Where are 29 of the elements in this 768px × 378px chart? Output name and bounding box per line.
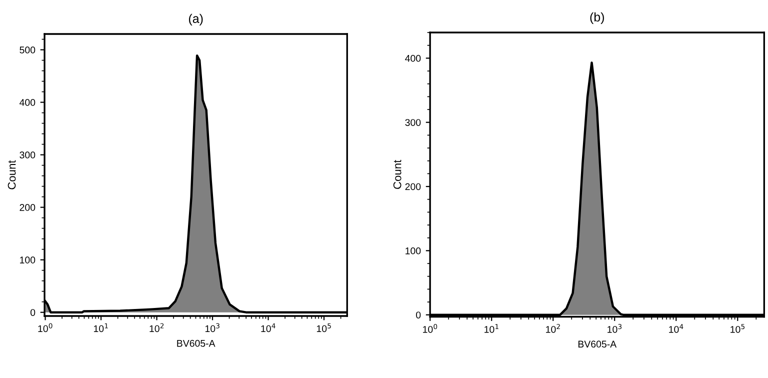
y-axis-title: Count <box>8 160 16 190</box>
x-tick-label: 10$^{4}$ <box>261 323 276 332</box>
x-tick-label: 10$^{5}$ <box>316 323 331 332</box>
chart-title: (a) <box>188 14 203 26</box>
chart-title: (b) <box>590 12 604 24</box>
x-axis-title: BV605-A <box>578 340 617 348</box>
x-tick-label: 10$^{3}$ <box>205 323 220 332</box>
x-tick-label: 10$^{1}$ <box>94 323 108 332</box>
y-tick-label: 0 <box>416 312 421 318</box>
y-tick-label: 0 <box>30 309 36 316</box>
y-tick-label: 100 <box>406 247 421 254</box>
x-tick-label: 10$^{1}$ <box>484 324 498 333</box>
x-tick-label: 10$^{3}$ <box>608 324 622 333</box>
x-tick-label: 10$^{0}$ <box>423 324 438 333</box>
x-tick-label: 10$^{0}$ <box>38 323 52 332</box>
x-tick-label: 10$^{5}$ <box>730 324 744 333</box>
x-tick-label: 10$^{2}$ <box>546 324 560 333</box>
x-tick-label: 10$^{4}$ <box>669 324 684 333</box>
y-tick-label: 100 <box>20 256 36 264</box>
y-tick-label: 400 <box>405 54 421 62</box>
y-tick-label: 200 <box>20 204 36 211</box>
x-tick-label: 10$^{2}$ <box>150 323 164 332</box>
y-tick-label: 400 <box>20 99 36 106</box>
y-tick-label: 500 <box>20 46 36 54</box>
y-tick-label: 300 <box>20 152 36 158</box>
y-tick-label: 200 <box>405 183 421 190</box>
y-axis-title: Count <box>393 160 402 189</box>
x-axis-title: BV605-A <box>177 340 216 347</box>
y-tick-label: 300 <box>405 119 421 126</box>
